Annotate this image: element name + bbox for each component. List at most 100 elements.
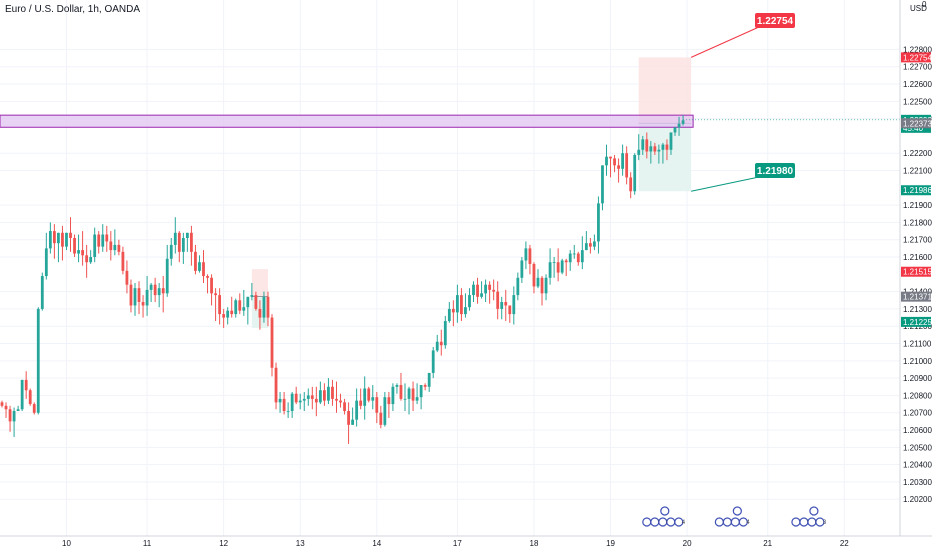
zone-rectangle[interactable] [0,114,694,128]
candle [194,244,197,275]
candle [125,260,129,294]
economic-events[interactable]: 1050144 23334 7503 [642,506,827,527]
chart-title: Euro / U.S. Dollar, 1h, OANDA [5,4,141,15]
candle-body [286,411,290,412]
callout-box[interactable] [755,13,795,28]
candle-body [129,284,133,306]
candle [323,383,326,406]
price-tick-label: 1.22600 [903,80,932,89]
candle-body [262,296,266,318]
event-badge-icon[interactable] [815,517,825,527]
event-badge-icon[interactable] [738,517,748,527]
candle-body [310,395,314,399]
small-position-stop-area[interactable] [251,269,268,297]
event-flag-icon[interactable] [809,506,819,516]
candle-body [391,386,395,405]
candle [516,272,520,301]
candle-body [472,284,475,296]
candle-body [44,248,48,277]
price-tick-label: 1.22100 [903,167,932,176]
candle [677,116,681,136]
candle [335,381,338,413]
candle [169,237,173,266]
callout-leader [691,176,760,192]
candle-body [40,276,44,309]
candle [258,300,262,330]
candle-body [302,398,306,401]
candle [294,386,298,405]
candle-body [460,295,463,315]
candle [484,279,487,303]
candle-body [597,203,600,242]
candle-body [0,402,4,406]
candle [552,257,556,278]
candle-body [230,310,234,315]
time-tick-label: 22 [840,539,849,548]
price-tick-label: 1.21700 [903,236,932,245]
candle [504,289,508,322]
candle-body [254,295,258,309]
candle [218,288,222,325]
candle-body [455,295,459,313]
time-tick-label: 14 [372,539,381,548]
callout-label: 1.22754 [757,16,794,27]
price-tag-box [901,185,931,196]
time-axis[interactable]: 10 11 12 13 14 17 18 19 20 21 22 [0,535,932,548]
candle-body [314,398,318,403]
resistance-zone[interactable] [0,114,900,128]
candle [52,224,56,259]
candle-body [190,232,193,252]
candle [4,402,8,418]
candle [149,282,153,303]
candle-body [371,397,375,401]
position-target-area[interactable] [638,123,692,192]
event-group[interactable]: 1050144 [642,506,686,527]
price-axis[interactable]: USD01.228001.227001.226001.225001.224001… [899,0,932,536]
candle [137,281,141,315]
candle [415,383,419,405]
candle [117,239,121,256]
candle [69,217,72,252]
candle [443,315,447,349]
candle [597,196,600,254]
callout-box[interactable] [755,163,795,178]
candle [270,314,274,377]
candle-body [633,154,637,192]
candle [367,386,371,403]
candle-body [536,277,540,287]
price-callout[interactable]: 1.22754 [690,13,795,58]
candle-body [226,310,230,318]
candle-body [294,393,298,403]
candle-body [206,276,209,278]
candle-body [266,296,270,318]
candle-body [121,251,125,271]
price-callout[interactable]: 1.21980 [691,163,795,192]
price-callouts[interactable]: 1.22754 1.21980 [690,13,795,192]
price-tag-label: 1.21225 [903,318,932,327]
candle [314,386,318,417]
price-tick-label: 1.20800 [903,391,932,400]
position-tools[interactable] [251,57,692,328]
position-stop-area[interactable] [638,57,692,124]
event-flag-icon[interactable] [660,506,670,516]
event-group[interactable]: 7503 [791,506,827,527]
candle-body [32,404,36,413]
candle-body [335,398,338,401]
event-flag-icon[interactable] [732,506,742,516]
candle [145,276,149,316]
candle-body [504,302,508,306]
candle [238,293,242,315]
candle [427,372,431,392]
candle-body [601,165,604,204]
candle-body [367,388,371,401]
candle-body [665,144,669,150]
candle [250,282,254,301]
candle [81,231,84,266]
candle [93,227,97,263]
candle [347,402,350,444]
candle-body [24,379,28,391]
event-group[interactable]: 23334 [714,506,750,527]
candle-body [379,412,383,425]
event-badge-icon[interactable] [674,517,684,527]
